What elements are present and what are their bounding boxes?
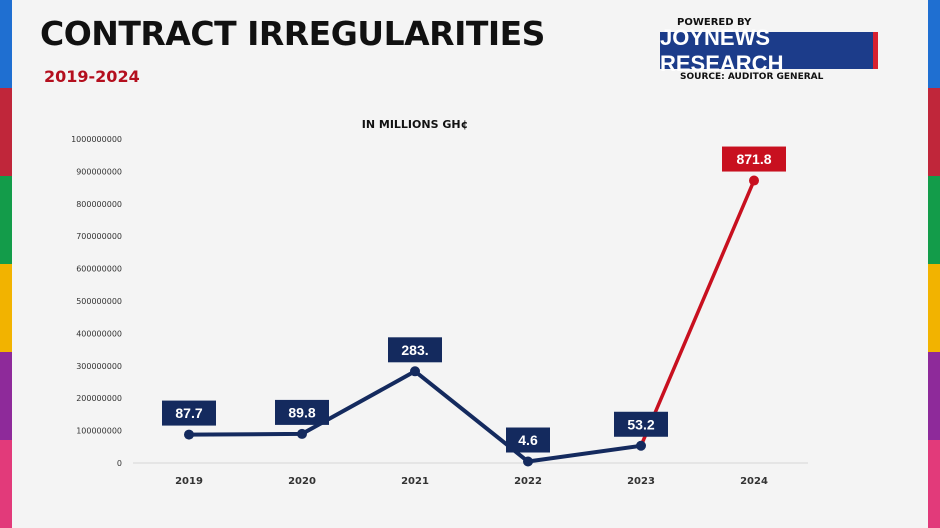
data-label: 53.2 (627, 416, 654, 432)
stripe-red (928, 88, 940, 176)
data-label: 283. (401, 342, 428, 358)
series-line-highlight (639, 178, 756, 448)
data-point (749, 175, 759, 186)
stripe-green (0, 176, 12, 264)
y-tick-label: 300000000 (76, 362, 122, 371)
data-label-box (506, 427, 550, 453)
data-point (184, 429, 194, 440)
stripe-red (0, 88, 12, 176)
stripe-green (928, 176, 940, 264)
stripe-purple (0, 352, 12, 440)
y-tick-label: 800000000 (76, 200, 122, 209)
page-title: CONTRACT IRREGULARITIES (40, 14, 545, 53)
stripe-pink (928, 440, 940, 528)
x-tick-label: 2020 (288, 476, 316, 487)
y-tick-label: 600000000 (76, 265, 122, 274)
x-tick-label: 2024 (740, 476, 768, 487)
stripe-blue (928, 0, 940, 88)
data-label-box (162, 400, 216, 426)
data-point (410, 366, 420, 377)
stripe-yellow (928, 264, 940, 352)
data-label-box (722, 146, 786, 172)
data-label-box (388, 337, 442, 363)
x-tick-label: 2023 (627, 476, 655, 487)
y-tick-label: 100000000 (76, 427, 122, 436)
y-tick-label: 400000000 (76, 329, 122, 338)
stripe-blue (0, 0, 12, 88)
data-label-box (614, 411, 668, 437)
y-tick-label: 500000000 (76, 297, 122, 306)
stripe-yellow (0, 264, 12, 352)
data-label-box (275, 399, 329, 425)
y-tick-label: 0 (117, 459, 122, 468)
x-tick-label: 2022 (514, 476, 542, 487)
page-subtitle: 2019-2024 (44, 67, 140, 86)
x-tick-label: 2019 (175, 476, 203, 487)
source-label: SOURCE: AUDITOR GENERAL (680, 72, 824, 82)
data-label: 4.6 (518, 432, 538, 448)
series-line (187, 369, 643, 464)
powered-by-label: POWERED BY (677, 17, 752, 28)
y-tick-label: 200000000 (76, 394, 122, 403)
y-tick-label: 900000000 (76, 167, 122, 176)
data-point (636, 440, 646, 451)
data-label: 871.8 (736, 151, 771, 167)
stripe-pink (0, 440, 12, 528)
y-tick-label: 700000000 (76, 232, 122, 241)
data-point (297, 428, 307, 439)
data-label: 87.7 (175, 405, 202, 421)
data-label: 89.8 (288, 404, 315, 420)
chart-title: IN MILLIONS GH¢ (361, 118, 469, 131)
y-tick-label: 1000000000 (71, 135, 122, 144)
x-tick-label: 2021 (401, 476, 429, 487)
data-point (523, 456, 533, 467)
stripe-purple (928, 352, 940, 440)
